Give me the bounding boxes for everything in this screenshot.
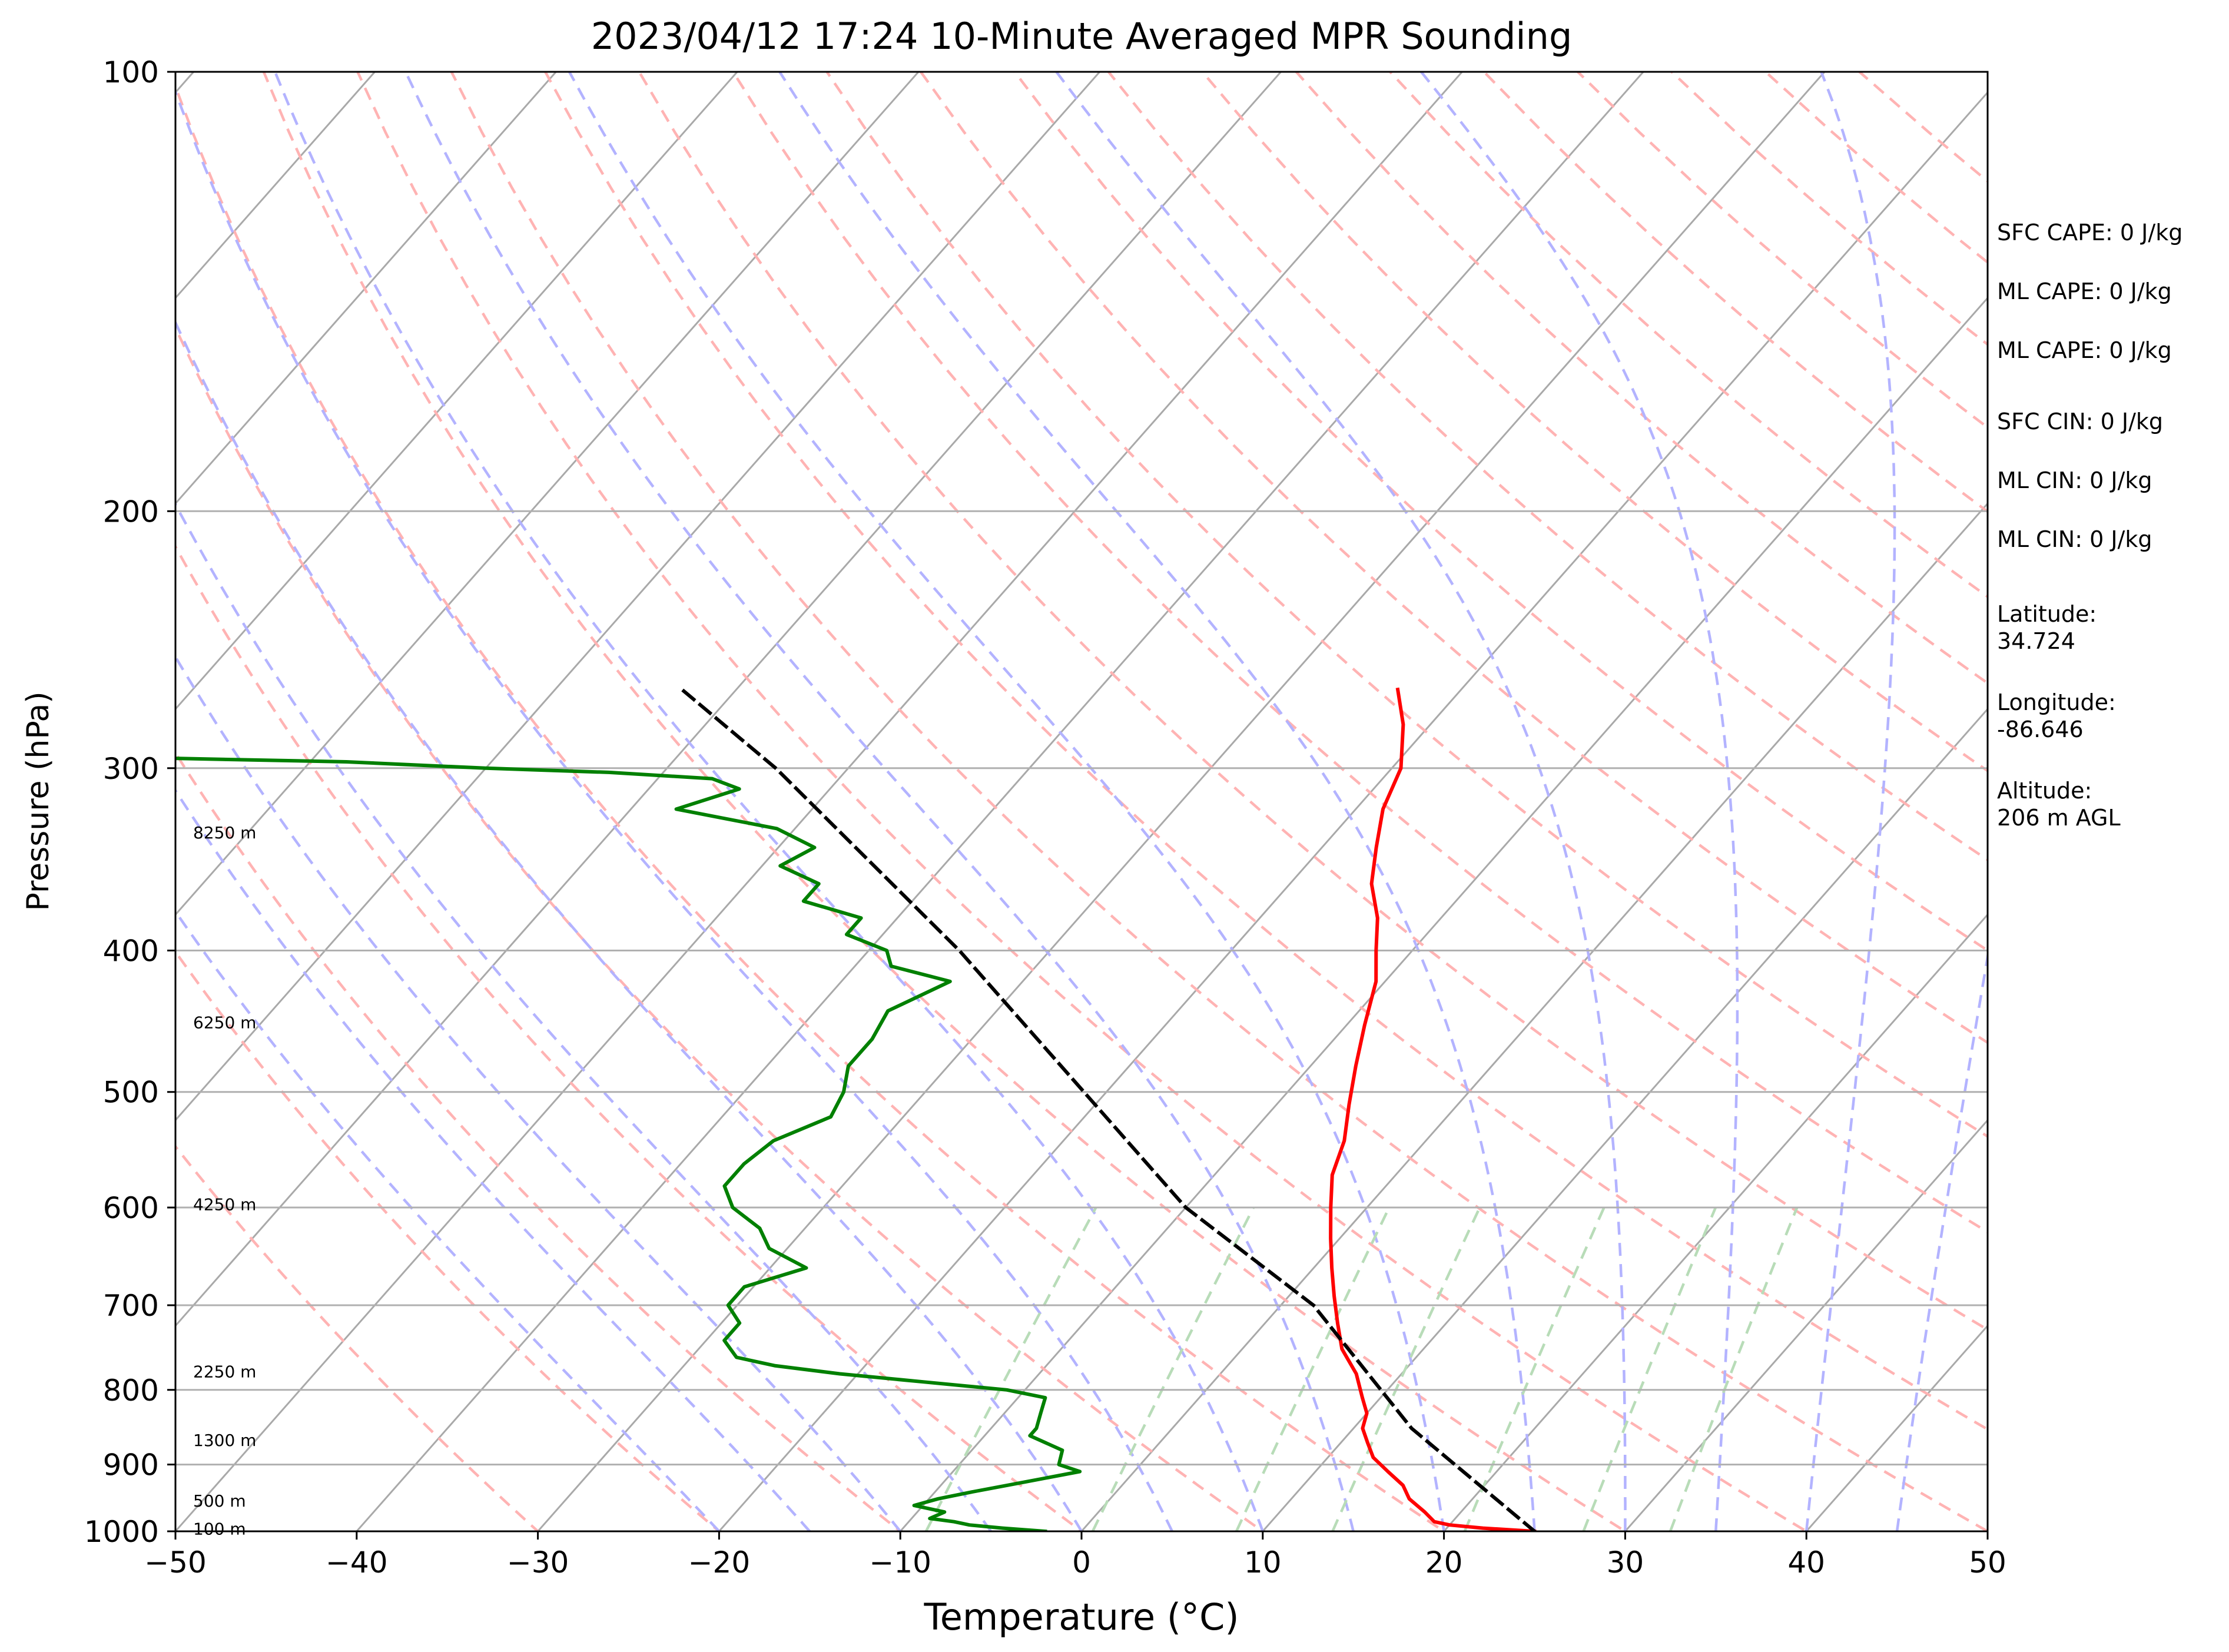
y-tick-label: 1000 <box>84 1515 159 1549</box>
moist-adiabat-line <box>1805 72 1896 1531</box>
axis-ticks: −50 −40 −30 −20 −10 0 10 20 30 40 50 100 200 300 400 50… <box>84 55 2006 1580</box>
x-tick-label: −40 <box>326 1545 388 1580</box>
moist-adiabat-line <box>1420 72 1739 1531</box>
moist-adiabat-line <box>1895 948 1988 1531</box>
height-label: 8250 m <box>193 823 256 842</box>
dry-adiabat-line <box>175 1144 540 1531</box>
isotherm-line <box>175 72 376 300</box>
sounding-profiles <box>175 686 1537 1531</box>
y-tick-label: 700 <box>103 1289 159 1323</box>
dry-adiabat-line <box>356 72 1809 1531</box>
mixing-ratio-line <box>1582 1207 1717 1531</box>
y-tick-label: 300 <box>103 752 159 786</box>
dry-adiabat-line <box>175 750 903 1531</box>
x-axis-label: Temperature (°C) <box>923 1595 1239 1638</box>
x-tick-label: 30 <box>1607 1545 1644 1580</box>
ml-cin-label: ML CIN: 0 J/kg <box>1997 467 2152 493</box>
isotherm-line <box>1442 913 1988 1531</box>
mixing-ratio-line <box>1669 1207 1799 1531</box>
x-tick-label: 50 <box>1969 1545 2006 1580</box>
x-tick-label: 20 <box>1425 1545 1463 1580</box>
latitude-label: Latitude: 34.724 <box>1997 601 2097 654</box>
mixing-ratio-line <box>924 1206 1097 1531</box>
isotherm-line <box>175 72 1101 1122</box>
dry-adiabat-line <box>544 72 1988 1431</box>
x-tick-label: 0 <box>1072 1545 1091 1580</box>
dry-adiabat-line <box>450 72 1988 1531</box>
height-label: 500 m <box>193 1491 246 1511</box>
dry-adiabat-line <box>732 72 1988 1234</box>
height-label: 1300 m <box>193 1431 256 1450</box>
x-tick-label: −10 <box>869 1545 931 1580</box>
isotherm-line <box>536 72 1826 1531</box>
x-tick-label: −20 <box>688 1545 751 1580</box>
y-tick-label: 600 <box>103 1191 159 1225</box>
dry-adiabat-line <box>825 72 1988 1138</box>
plot-frame <box>174 71 1989 1532</box>
ml-cape-label-2: ML CAPE: 0 J/kg <box>1997 337 2172 363</box>
isotherm-line <box>718 91 1988 1531</box>
dry-adiabat-line <box>175 949 721 1531</box>
isotherm-line <box>175 72 1282 1328</box>
isotherm-line <box>2142 39 2229 1563</box>
isotherm-line <box>175 72 1464 1531</box>
isobar-gridlines <box>175 510 1988 1466</box>
dry-adiabat-line <box>1013 72 1988 953</box>
moist-adiabat-line <box>175 88 1173 1531</box>
temperature-trace <box>1329 687 1537 1531</box>
moist-adiabat-line <box>175 788 811 1531</box>
x-tick-label: 40 <box>1787 1545 1825 1580</box>
dry-adiabat-line <box>1201 72 1988 773</box>
isotherm-line <box>899 296 1988 1531</box>
moist-adiabat-line <box>175 319 1083 1531</box>
height-labels: 100 m 500 m 1300 m 2250 m 4250 m 6250 m 8250 m <box>193 823 256 1539</box>
ml-cape-label: ML CAPE: 0 J/kg <box>1997 278 2172 304</box>
x-tick-label: 10 <box>1244 1545 1282 1580</box>
dry-adiabat-line <box>175 324 1265 1531</box>
y-tick-label: 100 <box>103 55 159 89</box>
moist-adiabat-line <box>404 72 1355 1531</box>
height-label: 2250 m <box>193 1362 256 1381</box>
x-tick-label: −50 <box>144 1545 207 1580</box>
y-tick-label: 800 <box>103 1374 159 1408</box>
height-label: 100 m <box>193 1520 246 1539</box>
x-tick-label: −30 <box>507 1545 569 1580</box>
moist-adiabat-line <box>175 909 721 1531</box>
isotherm-line <box>355 72 1645 1531</box>
chart-title: 2023/04/12 17:24 10-Minute Averaged MPR … <box>591 15 1573 58</box>
mixing-ratio-line <box>1463 1207 1606 1531</box>
y-tick-label: 400 <box>103 934 159 968</box>
parcel-path-trace <box>679 686 1537 1531</box>
moist-adiabat-line <box>778 72 1536 1531</box>
height-label: 4250 m <box>193 1195 256 1215</box>
y-tick-label: 500 <box>103 1076 159 1110</box>
altitude-label: Altitude: 206 m AGL <box>1997 778 2121 831</box>
y-axis-label: Pressure (hPa) <box>21 692 56 911</box>
moist-adiabat-line <box>175 501 992 1531</box>
sfc-cin-label: SFC CIN: 0 J/kg <box>1997 409 2164 434</box>
isotherm-line <box>175 72 739 711</box>
ml-cin-label-2: ML CIN: 0 J/kg <box>1997 526 2152 552</box>
height-label: 6250 m <box>193 1013 256 1033</box>
moist-adiabat-line <box>274 72 1264 1531</box>
dry-adiabat-line <box>175 82 1447 1531</box>
dry-adiabat-line <box>262 72 1628 1531</box>
longitude-label: Longitude: -86.646 <box>1997 689 2116 742</box>
moist-adiabat-line <box>175 654 901 1531</box>
background-grid <box>175 39 2229 1563</box>
y-tick-label: 200 <box>103 495 159 529</box>
moist-adiabat-line <box>1055 72 1627 1531</box>
moist-adiabat-line <box>568 72 1445 1531</box>
dewpoint-trace <box>175 757 1082 1531</box>
mixing-ratio-line <box>1091 1206 1255 1531</box>
dry-adiabat-line <box>175 543 1084 1531</box>
isotherm-line <box>1624 1119 1988 1531</box>
isotherm-line <box>175 72 558 505</box>
sfc-cape-label: SFC CAPE: 0 J/kg <box>1997 220 2183 246</box>
isotherm-line <box>175 72 920 916</box>
dry-adiabat-line <box>638 72 1988 1332</box>
y-tick-label: 900 <box>103 1448 159 1482</box>
